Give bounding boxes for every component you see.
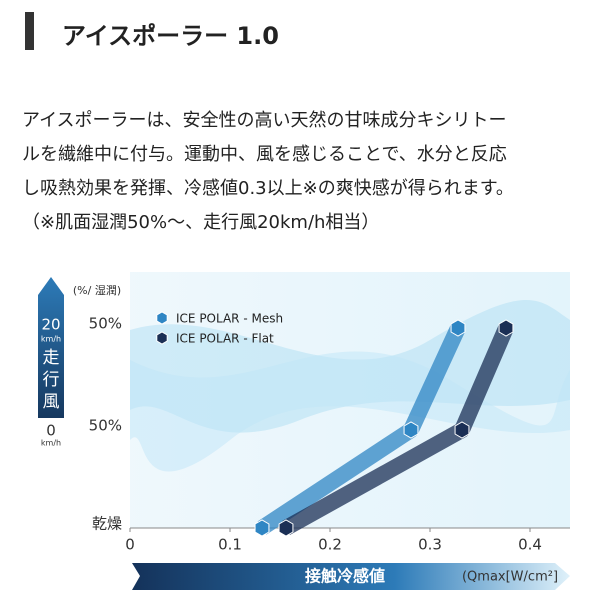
- paragraph-line: し吸熱効果を発揮、冷感値0.3以上※の爽快感が得られます。: [22, 178, 514, 199]
- title-bar: [25, 12, 34, 50]
- legend-marker: [156, 331, 168, 345]
- paragraph-line: アイスポーラーは、安全性の高い天然の甘味成分キシリトー: [22, 110, 507, 131]
- wind-high: 20: [41, 316, 60, 334]
- y-axis-title: (%/ 湿潤): [73, 284, 121, 297]
- wave: [130, 351, 570, 472]
- y-tick-label: 50%: [89, 417, 122, 435]
- y-tick-label: 50%: [89, 315, 122, 333]
- x-banner: [132, 563, 570, 590]
- point: [403, 421, 419, 439]
- wind-label: 走: [43, 348, 60, 368]
- title: アイスポーラー 1.0: [62, 22, 279, 50]
- point: [254, 519, 270, 537]
- point: [278, 519, 294, 537]
- x-tick-label: 0.4: [518, 536, 542, 554]
- wind-low: 0: [46, 422, 56, 440]
- wind-bar: [38, 277, 64, 418]
- x-tick-label: 0: [125, 536, 135, 554]
- point: [454, 421, 470, 439]
- x-unit: (Qmax[W/cm²]: [462, 570, 558, 585]
- legend-marker: [156, 311, 168, 325]
- legend-label: ICE POLAR - Flat: [176, 332, 274, 346]
- x-tick-label: 0.1: [218, 536, 242, 554]
- wind-unit: km/h: [41, 439, 61, 448]
- wind-label: 風: [43, 392, 60, 412]
- point: [498, 319, 514, 337]
- point: [450, 319, 466, 337]
- legend-label: ICE POLAR - Mesh: [176, 312, 283, 326]
- paragraph-line: ルを繊維中に付与。運動中、風を感じることで、水分と反応: [22, 144, 507, 165]
- wind-unit: km/h: [41, 335, 61, 344]
- x-label: 接触冷感値: [305, 567, 385, 586]
- x-tick-label: 0.3: [418, 536, 442, 554]
- x-tick-label: 0.2: [318, 536, 342, 554]
- note: （※肌面湿潤50%〜、走行風20km/h相当）: [22, 212, 380, 233]
- wind-label: 行: [43, 370, 60, 390]
- y-tick-label: 乾燥: [92, 515, 122, 533]
